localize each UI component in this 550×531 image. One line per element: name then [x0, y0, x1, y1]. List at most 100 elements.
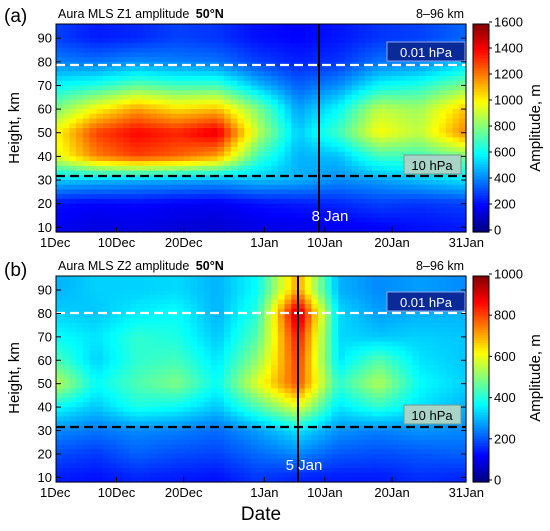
- panel-b-heatmap-cell: [76, 308, 84, 315]
- panel-a-heatmap-cell: [190, 222, 198, 228]
- panel-b-heatmap-cell: [176, 379, 185, 385]
- panel-a-heatmap-cell: [210, 28, 218, 35]
- panel-b-heatmap-cell: [156, 332, 165, 338]
- panel-b-heatmap-cell: [69, 336, 77, 343]
- panel-b-heatmap-cell: [412, 285, 420, 291]
- panel-b-heatmap-cell: [69, 313, 77, 319]
- panel-b-heatmap-cell: [150, 360, 158, 366]
- panel-a-heatmap-cell: [197, 213, 205, 219]
- panel-a-heatmap-cell: [76, 71, 84, 77]
- panel-b-heatmap-cell: [237, 388, 245, 394]
- panel-a-heatmap-cell: [143, 28, 151, 35]
- panel-a-heatmap-cell: [271, 180, 279, 186]
- panel-b-heatmap-cell: [432, 285, 440, 291]
- panel-a-heatmap-cell: [224, 104, 232, 110]
- panel-a-heatmap-cell: [277, 80, 286, 87]
- panel-a-heatmap-cell: [452, 94, 460, 101]
- panel-a-heatmap-cell: [103, 118, 111, 124]
- panel-a-colorbar-swatch: [473, 50, 489, 54]
- panel-b-heatmap-cell: [224, 294, 232, 301]
- panel-b-heatmap-cell: [291, 318, 299, 324]
- panel-b-heatmap-cell: [324, 327, 333, 333]
- panel-a-heatmap-cell: [136, 33, 144, 39]
- panel-b-heatmap-cell: [150, 308, 158, 315]
- panel-b-heatmap-cell: [345, 313, 353, 319]
- panel-a-heatmap-cell: [210, 94, 218, 101]
- panel-b-heatmap-cell: [103, 411, 111, 418]
- panel-a-heatmap-cell: [123, 28, 131, 35]
- panel-a-heatmap-cell: [76, 132, 84, 139]
- panel-a-heatmap-cell: [62, 184, 71, 191]
- panel-a-heatmap-cell: [109, 109, 118, 115]
- panel-b-heatmap-cell: [439, 332, 447, 338]
- panel-b-heatmap-cell: [62, 439, 71, 446]
- panel-a-heatmap-cell: [82, 198, 91, 205]
- panel-b-heatmap-cell: [129, 369, 138, 375]
- panel-b-heatmap-cell: [324, 332, 333, 338]
- panel-b-heatmap-cell: [176, 364, 185, 371]
- panel-b-heatmap-cell: [96, 346, 104, 352]
- panel-b-heatmap-cell: [143, 411, 151, 418]
- panel-b-heatmap-cell: [304, 379, 313, 385]
- panel-a-heatmap-cell: [351, 42, 360, 49]
- panel-b-heatmap-cell: [123, 402, 131, 408]
- panel-a-heatmap-cell: [418, 180, 427, 186]
- panel-a-heatmap-cell: [69, 123, 77, 129]
- panel-a-heatmap-cell: [338, 142, 346, 148]
- panel-a-heatmap-cell: [210, 113, 218, 120]
- panel-a-heatmap-cell: [318, 28, 326, 35]
- panel-a-heatmap-cell: [62, 61, 71, 68]
- panel-a-heatmap-cell: [418, 189, 427, 195]
- panel-a-heatmap-cell: [224, 208, 232, 214]
- panel-a-heatmap-cell: [311, 203, 319, 209]
- panel-b-heatmap-cell: [103, 407, 111, 413]
- panel-a-heatmap-cell: [237, 76, 245, 82]
- panel-b-heatmap-cell: [183, 294, 192, 301]
- panel-b-heatmap-cell: [284, 308, 292, 315]
- panel-b-heatmap-cell: [297, 383, 306, 389]
- panel-b-heatmap-cell: [351, 364, 360, 371]
- panel-b-heatmap-cell: [345, 327, 353, 333]
- panel-b-heatmap-cell: [156, 439, 165, 446]
- panel-b-heatmap-cell: [170, 290, 178, 296]
- panel-b-heatmap-cell: [96, 299, 104, 305]
- panel-b-heatmap-cell: [331, 299, 339, 305]
- panel-b-heatmap-cell: [210, 374, 218, 380]
- panel-a-heatmap-cell: [345, 137, 353, 143]
- panel-b-heatmap-cell: [176, 304, 185, 310]
- panel-b-heatmap-cell: [432, 336, 440, 343]
- panel-b-heatmap-cell: [123, 318, 131, 324]
- panel-b-heatmap-cell: [351, 308, 360, 315]
- panel-a-heatmap-cell: [156, 132, 165, 139]
- panel-a-heatmap-cell: [129, 165, 138, 172]
- panel-a-heatmap-cell: [129, 128, 138, 134]
- panel-a-heatmap-cell: [183, 198, 192, 205]
- panel-b-heatmap-cell: [324, 435, 333, 441]
- panel-a-heatmap-cell: [318, 99, 326, 105]
- panel-b-heatmap-cell: [338, 285, 346, 291]
- panel-a-heatmap-cell: [277, 94, 286, 101]
- panel-b-heatmap-cell: [351, 294, 360, 301]
- panel-a-heatmap-cell: [244, 52, 252, 58]
- panel-a-heatmap-cell: [371, 71, 380, 77]
- panel-b-heatmap-cell: [297, 388, 306, 394]
- panel-b-heatmap-cell: [136, 379, 144, 385]
- panel-a-heatmap-cell: [418, 213, 427, 219]
- panel-a-heatmap-cell: [217, 113, 225, 120]
- panel-b-heatmap-cell: [230, 416, 239, 422]
- panel-b-heatmap-cell: [345, 280, 353, 286]
- panel-a-heatmap-cell: [116, 184, 124, 191]
- panel-b-heatmap-cell: [439, 336, 447, 343]
- panel-b-heatmap-cell: [56, 425, 64, 432]
- panel-a-heatmap-cell: [351, 161, 360, 167]
- panel-b-heatmap-cell: [385, 407, 393, 413]
- panel-a-heatmap-cell: [82, 132, 91, 139]
- panel-b-heatmap-cell: [244, 350, 252, 357]
- panel-a-heatmap-cell: [136, 94, 144, 101]
- panel-b-heatmap-cell: [432, 318, 440, 324]
- panel-b-heatmap-cell: [136, 374, 144, 380]
- panel-a-heatmap-cell: [398, 24, 407, 30]
- panel-a-heatmap-cell: [116, 24, 124, 30]
- panel-a-heatmap-cell: [284, 123, 292, 129]
- panel-a-heatmap-cell: [103, 123, 111, 129]
